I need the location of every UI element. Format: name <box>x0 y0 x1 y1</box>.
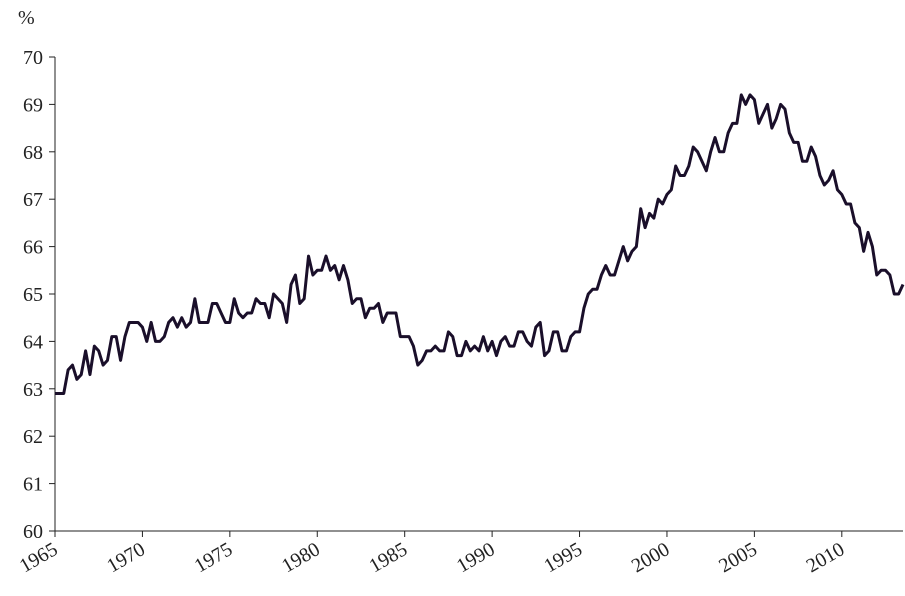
x-tick-label: 1985 <box>366 538 412 577</box>
y-tick-label: 66 <box>23 237 43 259</box>
x-tick-label: 1970 <box>103 538 149 577</box>
x-tick-label: 1965 <box>16 538 62 577</box>
x-tick-label: 2000 <box>628 538 674 577</box>
x-tick-label: 1975 <box>191 538 237 577</box>
x-tick-label: 1990 <box>453 538 499 577</box>
y-tick-label: 68 <box>23 142 43 164</box>
x-tick-label: 1995 <box>540 538 586 577</box>
line-series <box>55 93 905 396</box>
y-tick-label: 61 <box>23 474 43 496</box>
y-tick-label: 64 <box>23 331 43 353</box>
y-tick-label: 60 <box>23 521 43 543</box>
y-tick-label: 70 <box>23 47 43 69</box>
x-tick-label: 2010 <box>803 538 849 577</box>
y-tick-label: 62 <box>23 426 43 448</box>
y-tick-label: 69 <box>23 94 43 116</box>
y-tick-label: 63 <box>23 379 43 401</box>
y-tick-label: 67 <box>23 189 43 211</box>
x-tick-label: 1980 <box>278 538 324 577</box>
y-axis-label: % <box>18 7 35 29</box>
x-tick-label: 2005 <box>715 538 761 577</box>
y-tick-label: 65 <box>23 284 43 306</box>
